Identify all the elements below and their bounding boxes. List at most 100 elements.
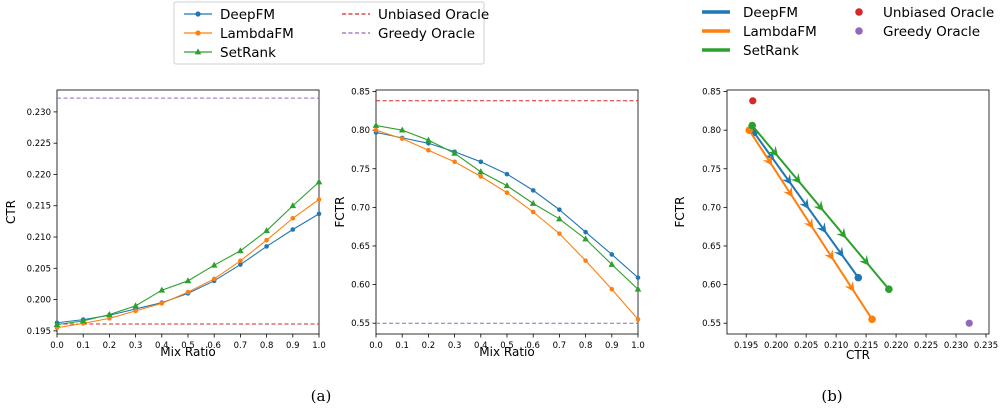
fctr-plot-x-tick-label: 0.3 [448,341,462,351]
fctr-plot-x-axis-label: Mix Ratio [479,345,534,359]
fctr-plot-deepfm-point [583,229,588,235]
tradeoff-plot-y-tick-label: 0.85 [702,88,721,98]
fctr-plot-lambdafm-line [375,129,639,320]
tradeoff-plot-y-tick-label: 0.70 [702,203,721,213]
tradeoff-plot-y-tick-label: 0.60 [702,281,721,291]
tradeoff-plot-x-tick-label: 0.220 [884,341,908,351]
ctr-plot-lambdafm-point [107,316,112,321]
ctr-plot-lambdafm-point [316,197,322,202]
fctr-plot-lambdafm-point [399,136,405,141]
ctr-plot-x-tick-label: 0.9 [286,341,300,351]
ctr-plot-lambdafm-point [211,276,217,282]
caption-b: (b) [821,387,842,405]
ctr-plot-y-axis-label: CTR [4,200,18,224]
fctr-plot-x-tick-label: 0.8 [579,341,593,351]
ctr-plot-y-tick-label: 0.215 [27,202,51,212]
fctr-plot-deepfm-point [557,207,562,212]
tradeoff-plot-greedy_oracle-point [965,319,973,327]
ctr-plot-deepfm-point [264,244,269,249]
tradeoff-plot-y-axis-label: FCTR [673,197,687,228]
fctr-plot-lambdafm-point [373,127,379,133]
legend-a-setrank-marker [194,48,202,55]
tradeoff-plot-deepfm-arrow [781,173,792,185]
ctr-plot-y-tick-label: 0.205 [27,264,51,274]
fctr-plot-x-tick-label: 1.0 [631,341,645,351]
fctr-plot-deepfm-point [530,188,536,193]
tradeoff-plot-setrank-start-point [748,121,756,130]
caption-a: (a) [311,387,332,405]
fctr-plot-setrank-line [375,124,639,290]
legend-a-deepfm-marker [195,11,201,17]
ctr-plot-x-tick-label: 0.4 [155,341,169,351]
legend-a-unbiased_oracle-label: Unbiased Oracle [378,7,489,23]
tradeoff-plot-setrank-arrow [790,173,801,184]
fctr-plot-setrank-point [556,215,563,222]
fctr-plot-x-tick-label: 0.7 [553,341,567,351]
ctr-plot-y-tick-label: 0.230 [27,108,51,118]
fctr-plot-setrank-point [608,260,616,267]
ctr-plot-setrank-point [184,277,192,284]
fctr-plot-x-tick-label: 0.4 [474,341,488,351]
tradeoff-plot-x-tick-label: 0.230 [944,341,968,351]
tradeoff-plot-y-tick-label: 0.80 [702,126,721,136]
legend-a: DeepFM LambdaFM SetRank Unbiased Oracle Gree… [173,1,489,65]
fctr-plot-setrank-point [529,199,537,206]
fctr-plot-setrank-point [372,121,380,128]
ctr-plot-y-tick-label: 0.210 [27,233,51,243]
tradeoff-plot-unbiased_oracle-point [749,97,757,105]
ctr-plot-deepfm-point [290,227,296,232]
fctr-plot-setrank-point [451,149,458,156]
fctr-plot-lambdafm-point [583,258,588,263]
tradeoff-plot-frame [726,89,990,335]
fctr-plot-x-tick-label: 0.0 [369,341,383,351]
fctr-plot-lambdafm-point [504,190,510,195]
ctr-plot-lambdafm-point [238,258,243,264]
ctr-plot-x-tick-label: 0.6 [207,341,221,351]
fctr-plot-y-tick-label: 0.85 [351,88,370,98]
fctr-plot-x-tick-label: 0.2 [422,341,436,351]
ctr-plot-setrank-point [132,302,139,309]
fctr-plot-lambdafm-point [530,209,536,215]
legend-b-unbiased_oracle-marker [855,8,863,16]
ctr-plot-frame [56,89,320,335]
ctr-plot-lambdafm-point [159,301,165,306]
ctr-plot-x-tick-label: 0.5 [181,341,195,351]
fctr-plot-lambdafm-point [609,286,615,292]
tradeoff-plot-lambdafm-arrow [844,280,855,292]
ctr-plot-x-tick-label: 1.0 [312,341,326,351]
tradeoff-plot-x-tick-label: 0.215 [854,341,878,351]
legend-b-deepfm-label: DeepFM [743,5,798,21]
fctr-plot-x-tick-label: 0.1 [395,341,409,351]
ctr-plot-setrank-point [106,311,113,318]
tradeoff-plot-y-tick-label: 0.55 [702,319,721,329]
legend-a-setrank-label: SetRank [220,45,276,61]
ctr-plot-x-tick-label: 0.2 [103,341,117,351]
legend-b-lambdafm-label: LambdaFM [743,24,817,40]
legend-a-lambdafm-label: LambdaFM [220,26,294,42]
fctr-plot-deepfm-line [375,131,639,279]
tradeoff-plot-deepfm-arrow [799,198,810,210]
fctr-plot-setrank-point [425,136,432,143]
ctr-plot-y-tick-label: 0.200 [27,296,51,306]
tradeoff-plot-y-tick-label: 0.75 [702,165,721,175]
ctr-plot-x-tick-label: 0.3 [129,341,143,351]
ctr-plot-lambdafm-point [133,308,138,314]
legend-b-greedy_oracle-marker [855,27,863,35]
ctr-plot-setrank-point [315,178,323,185]
ctr-plot-x-tick-label: 0.8 [260,341,274,351]
fctr-vs-ctr-plot: 0.195 0.200 0.205 0.210 0.215 0.220 0.225 0.230… [673,88,998,362]
legend-a-greedy_oracle-label: Greedy Oracle [378,26,475,42]
fctr-plot-deepfm-point [609,252,615,257]
tradeoff-plot-setrank-arrow [767,145,779,157]
fctr-plot-y-tick-label: 0.60 [351,281,370,291]
ctr-plot-x-axis-label: Mix Ratio [160,345,215,359]
tradeoff-plot-setrank-end-point [885,285,893,294]
fctr-plot-y-tick-label: 0.80 [351,126,370,136]
tradeoff-plot-x-tick-label: 0.225 [914,341,938,351]
ctr-plot-x-tick-label: 0.7 [234,341,248,351]
fctr-plot-frame [375,89,639,335]
ctr-plot-y-tick-label: 0.225 [27,139,51,149]
fctr-plot-y-tick-label: 0.55 [351,319,370,329]
fctr-vs-mix-ratio-plot: 0.0 0.1 0.2 0.3 0.4 0.5 0.6 0.7 0.8 0.9 1.0 0.55 0.6… [333,88,645,359]
